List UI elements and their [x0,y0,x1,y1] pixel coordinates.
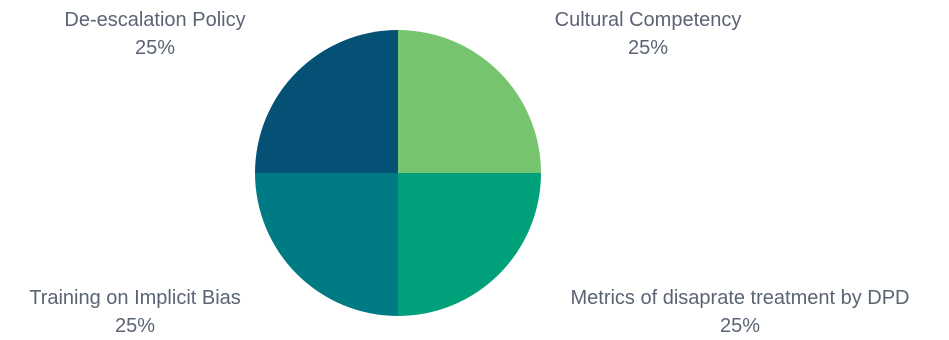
label-cultural-competency: Cultural Competency 25% [533,6,763,62]
pie-slice-cultural-competency [398,30,541,173]
pie-slice-metrics-of-disaprate-treatment-by-dpd [398,173,541,316]
slice-percent: 25% [114,315,156,337]
slice-percent: 25% [627,37,669,59]
slice-label-text: De-escalation Policy [64,9,246,31]
label-metrics-disparate-treatment: Metrics of disaprate treatment by DPD 25… [533,284,947,340]
slice-label-text: Training on Implicit Bias [29,287,241,309]
slice-percent: 25% [134,37,176,59]
pie-slice-training-on-implicit-bias [255,173,398,316]
slice-percent: 25% [719,315,761,337]
slice-label-text: Metrics of disaprate treatment by DPD [570,287,910,309]
pie-slices [255,30,541,316]
label-training-implicit-bias: Training on Implicit Bias 25% [4,284,266,340]
pie-slice-de-escalation-policy [255,30,398,173]
slice-label-text: Cultural Competency [554,9,742,31]
label-de-escalation-policy: De-escalation Policy 25% [40,6,270,62]
